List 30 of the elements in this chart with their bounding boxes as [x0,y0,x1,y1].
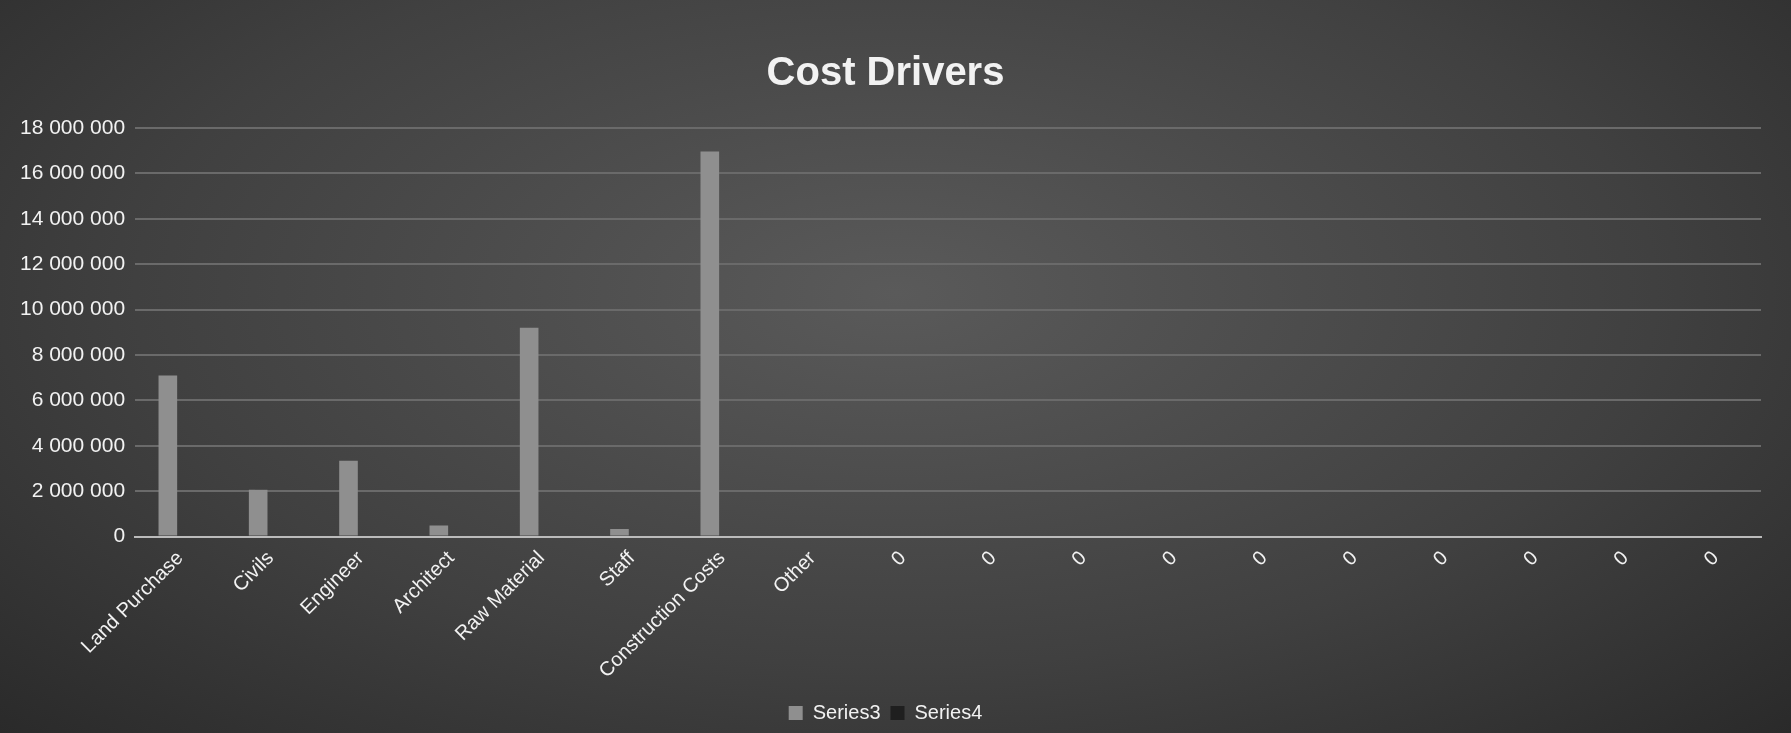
legend-label: Series3 [812,700,881,723]
y-tick-label: 18 000 000 [19,114,126,138]
bar [610,529,629,536]
y-tick-label: 12 000 000 [19,250,126,274]
bar [248,489,268,536]
x-tick-label: 0 [1066,546,1091,570]
bar [429,525,449,536]
x-tick-label: 0 [1337,546,1362,570]
x-tick-label: 0 [1157,546,1181,570]
bar [700,151,720,536]
y-tick-label: 16 000 000 [19,160,126,184]
y-tick-label: 6 000 000 [31,387,126,411]
x-tick-label: 0 [1608,546,1633,570]
x-tick-label: 0 [976,546,1000,570]
y-tick-label: 4 000 000 [31,432,126,456]
x-tick-label: 0 [1699,546,1723,570]
bar [339,460,358,536]
y-tick-label: 8 000 000 [31,341,126,365]
y-tick-label: 14 000 000 [19,205,126,229]
y-tick-label: 2 000 000 [31,477,126,501]
x-tick-label: 0 [1247,546,1271,570]
y-tick-label: 0 [113,523,126,547]
x-tick-label: 0 [886,546,910,570]
bar [158,375,178,536]
y-tick-label: 10 000 000 [19,296,126,320]
x-tick-label: 0 [1518,546,1542,570]
x-tick-label: 0 [1428,546,1452,570]
legend-label: Series4 [914,700,983,723]
bar [519,327,539,536]
chart-title: Cost Drivers [766,49,1005,94]
